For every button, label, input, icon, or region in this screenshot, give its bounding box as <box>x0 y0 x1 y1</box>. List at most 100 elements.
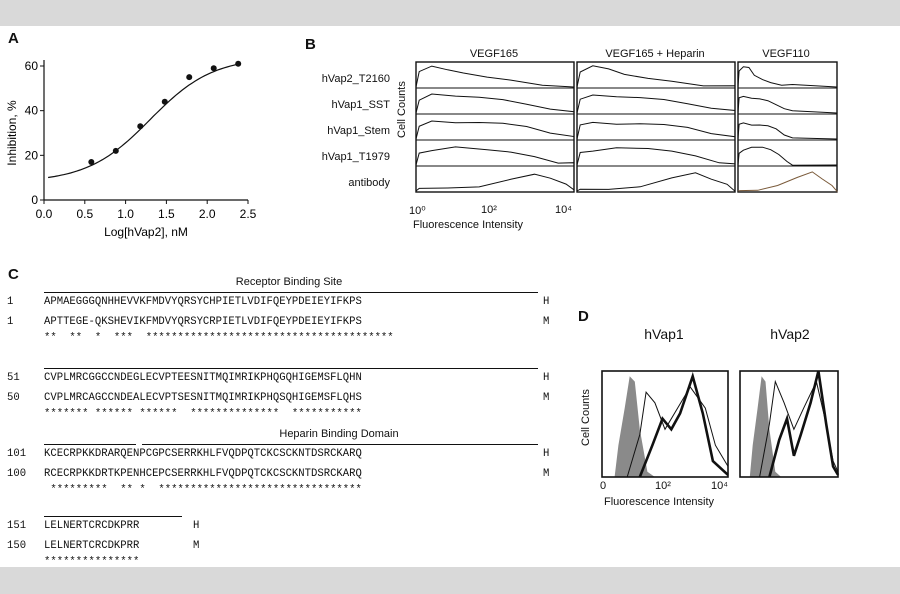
receptor-binding-site-label: Receptor Binding Site <box>235 276 343 288</box>
seq-tag-m-3: M <box>543 468 550 480</box>
panel-b-xtick-0: 10⁰ <box>409 205 426 217</box>
seq-num-h-2: 51 <box>7 372 20 384</box>
seq-num-m-4: 150 <box>7 540 27 552</box>
conservation-1: ** ** * *** ****************************… <box>44 332 394 344</box>
seq-tag-m-1: M <box>543 316 550 328</box>
seq-num-m-3: 100 <box>7 468 27 480</box>
histogram-trace <box>737 95 838 114</box>
seq-num-h-1: 1 <box>7 296 14 308</box>
y-tick-label: 20 <box>25 148 39 162</box>
x-tick-label: 1.5 <box>158 207 175 221</box>
histogram-trace <box>737 66 838 88</box>
seq-m-3: RCECRPKKDRTKPENHCEPCSERRKHLFVQDPQTCKCSCK… <box>44 468 362 480</box>
receptor-binding-bar-3 <box>44 444 136 445</box>
histogram-trace <box>576 94 736 114</box>
histogram-trace <box>737 146 838 166</box>
seq-h-1: APMAEGGGQNHHEVVKFMDVYQRSYCHPIETLVDIFQEYP… <box>44 296 362 308</box>
panel-d-xtick-0: 0 <box>600 480 607 492</box>
seq-tag-h-2: H <box>543 372 550 384</box>
row-label-hvap1-stem: hVap1_Stem <box>327 125 390 137</box>
overlay-frame <box>601 370 729 478</box>
histogram-trace <box>737 171 838 193</box>
panel-b-letter: B <box>305 36 316 53</box>
panel-d-xtick-2: 10⁴ <box>711 480 728 492</box>
heparin-binding-bar-2 <box>44 516 182 517</box>
heparin-binding-domain-label: Heparin Binding Domain <box>279 428 399 440</box>
panel-b-xtick-2: 10⁴ <box>555 204 572 216</box>
seq-m-2: CVPLMRCAGCCNDEALECVPTSESNITMQIMRIKPHQSQH… <box>44 392 362 404</box>
histogram-column-frame <box>737 61 838 193</box>
seq-tag-h-4: H <box>193 520 200 532</box>
seq-tag-h-3: H <box>543 448 550 460</box>
seq-h-3: KCECRPKKDRARQENPCGPCSERRKHLFVQDPQTCKCSCK… <box>44 448 362 460</box>
hvap-thin-trace <box>626 385 729 478</box>
panel-d-letter: D <box>578 308 589 325</box>
hvap-bold-trace <box>768 370 840 478</box>
histogram-trace <box>415 93 575 114</box>
panel-b-xlabel: Fluorescence Intensity <box>413 219 524 231</box>
flow-histogram-grid <box>415 61 838 193</box>
data-point <box>210 65 217 72</box>
data-point <box>112 147 119 154</box>
row-label-antibody: antibody <box>348 177 390 189</box>
isotype-control-fill <box>614 376 655 477</box>
histogram-trace <box>576 65 736 88</box>
y-tick-label: 40 <box>25 104 39 118</box>
heparin-binding-bar <box>142 444 538 445</box>
conservation-2: ******* ****** ****** ************** ***… <box>44 408 362 420</box>
panel-a-letter: A <box>8 30 19 47</box>
y-tick-label: 0 <box>31 193 38 207</box>
row-label-hvap1-sst: hVap1_SST <box>331 99 390 111</box>
seq-m-4: LELNERTCRCDKPRR <box>44 540 140 552</box>
x-tick-label: 0.0 <box>36 207 53 221</box>
inhibition-chart: 0 20 40 60 0.0 0.5 1.0 1.5 2.0 2.5 Log[hVap2], nM I… <box>5 59 257 239</box>
hvap-bold-trace <box>638 371 729 478</box>
seq-tag-m-2: M <box>543 392 550 404</box>
histogram-trace <box>576 172 736 193</box>
histogram-trace <box>415 120 575 140</box>
receptor-binding-bar <box>44 292 538 293</box>
x-tick-label: 1.0 <box>117 207 134 221</box>
x-tick-label: 2.0 <box>199 207 216 221</box>
data-point <box>235 60 242 67</box>
hvap2-title: hVap2 <box>770 326 810 342</box>
overlay-frame <box>739 370 839 478</box>
conservation-4: *************** <box>44 556 140 568</box>
histogram-trace <box>415 146 575 166</box>
histogram-column-frame <box>576 61 736 193</box>
seq-h-2: CVPLMRCGGCCNDEGLECVPTEESNITMQIMRIKPHQGQH… <box>44 372 362 384</box>
data-point <box>161 98 168 105</box>
col-header-vegf110: VEGF110 <box>762 48 810 60</box>
seq-tag-h-1: H <box>543 296 550 308</box>
seq-m-1: APTTEGE-QKSHEVIKFMDVYQRSYCRPIETLVDIFQEYP… <box>44 316 362 328</box>
seq-num-h-4: 151 <box>7 520 27 532</box>
histogram-trace <box>576 121 736 140</box>
panel-d-xtick-1: 10² <box>655 480 671 492</box>
seq-tag-m-4: M <box>193 540 200 552</box>
data-point <box>88 159 95 166</box>
panel-d-xlabel: Fluorescence Intensity <box>604 496 715 508</box>
seq-num-m-1: 1 <box>7 316 14 328</box>
row-label-hvap1-t1979: hVap1_T1979 <box>321 151 390 163</box>
seq-num-m-2: 50 <box>7 392 20 404</box>
histogram-trace <box>737 122 838 140</box>
seq-num-h-3: 101 <box>7 448 27 460</box>
data-point <box>186 74 193 81</box>
histogram-column-frame <box>415 61 575 193</box>
histogram-trace <box>415 65 575 88</box>
receptor-binding-bar-2 <box>44 368 538 369</box>
x-axis-label: Log[hVap2], nM <box>104 225 188 239</box>
x-tick-label: 2.5 <box>240 207 257 221</box>
data-point <box>137 123 144 130</box>
col-header-vegf165-heparin: VEGF165 + Heparin <box>605 48 705 60</box>
histogram-trace <box>576 147 736 166</box>
y-axis-label: Inhibition, % <box>5 100 19 166</box>
y-tick-label: 60 <box>25 59 39 73</box>
x-tick-label: 0.5 <box>76 207 93 221</box>
hvap1-title: hVap1 <box>644 326 684 342</box>
isotype-control-fill <box>749 376 782 477</box>
fit-curve <box>48 63 240 179</box>
panel-c-letter: C <box>8 266 19 283</box>
flow-overlay-charts <box>601 370 840 478</box>
histogram-trace <box>415 173 575 192</box>
